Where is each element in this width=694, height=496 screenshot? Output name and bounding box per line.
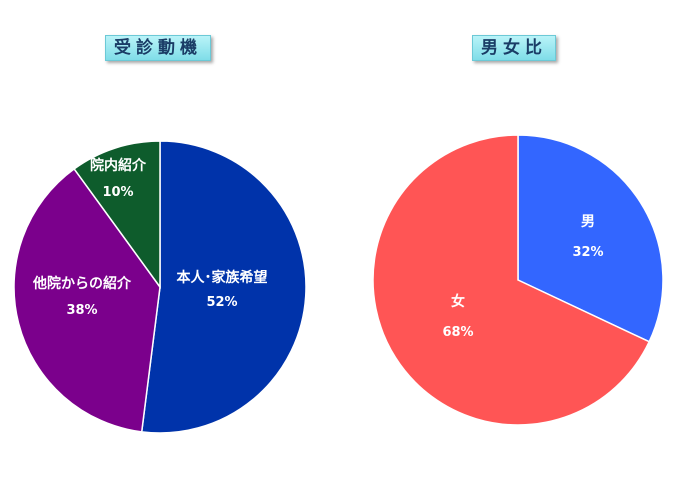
- pie-slice-0-0: [140, 140, 307, 434]
- pie-motivation: 本人･家族希望 52% 他院からの紹介 38% 院内紹介 10%: [13, 140, 307, 434]
- pie-slice-0-1: [13, 167, 161, 433]
- slice-value-0-2: 10%: [102, 185, 133, 200]
- slice-value-1-1: 68%: [442, 325, 473, 340]
- slice-label-0-0: 本人･家族希望: [177, 269, 268, 286]
- pie-title-motivation: 受診動機: [105, 35, 211, 61]
- slice-label-0-2: 院内紹介: [90, 157, 147, 174]
- slice-label-0-1: 他院からの紹介: [32, 275, 132, 292]
- pie-gender: 男 32% 女 68%: [372, 134, 664, 426]
- pie-title-gender: 男女比: [472, 35, 556, 61]
- slice-value-1-0: 32%: [572, 245, 603, 260]
- pie-slice-1-0: [517, 134, 664, 343]
- pie-slice-0-2: [73, 140, 161, 290]
- pie-slice-1-1: [372, 134, 651, 426]
- slice-value-0-0: 52%: [206, 295, 237, 310]
- slice-label-1-0: 男: [581, 214, 595, 230]
- slice-label-1-1: 女: [451, 293, 465, 310]
- slice-value-0-1: 38%: [66, 303, 97, 318]
